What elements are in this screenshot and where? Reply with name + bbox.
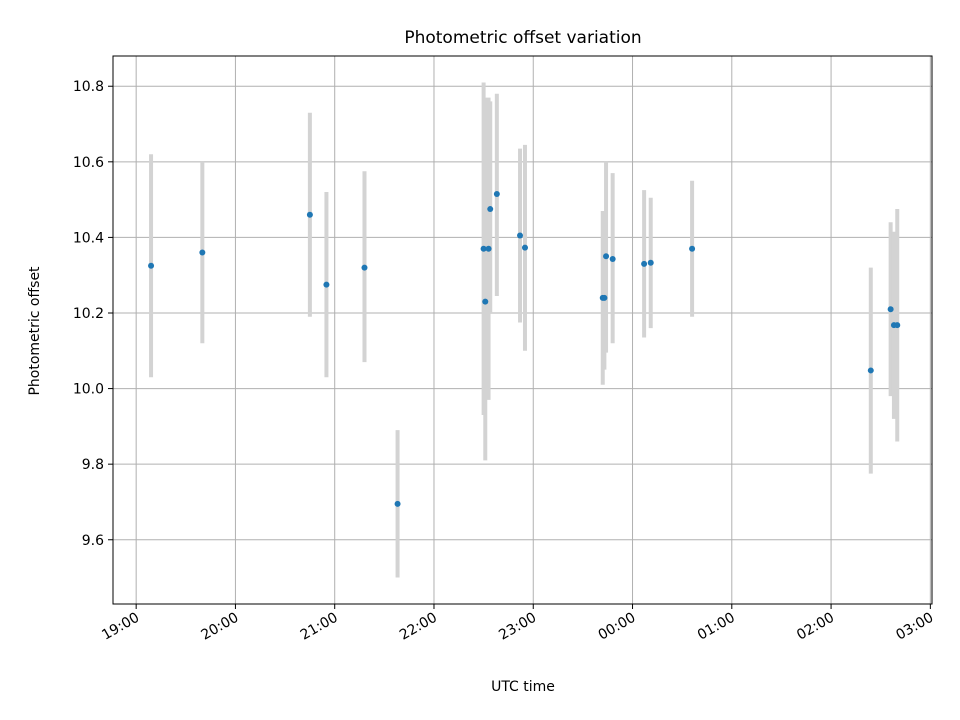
data-point <box>521 244 528 251</box>
data-point <box>609 255 616 262</box>
y-tick-label: 9.8 <box>82 457 104 473</box>
data-point <box>306 211 313 218</box>
y-tick-label: 10.4 <box>73 230 104 246</box>
y-tick-label: 10.6 <box>73 155 104 171</box>
x-axis-label: UTC time <box>491 679 555 695</box>
data-point <box>361 264 368 271</box>
y-axis-ticks: 9.6 9.8 10.0 10.2 10.4 10.6 10.8 <box>73 79 113 549</box>
data-point <box>487 206 494 213</box>
data-point <box>485 245 492 252</box>
y-tick-label: 9.6 <box>82 533 104 549</box>
data-point <box>647 259 654 266</box>
data-point <box>148 262 155 269</box>
y-tick-label: 10.8 <box>73 79 104 95</box>
data-point <box>601 294 608 301</box>
y-axis-label: Photometric offset <box>27 266 43 396</box>
grid <box>113 56 932 604</box>
data-point <box>603 253 610 260</box>
data-point <box>493 190 500 197</box>
data-point <box>394 500 401 507</box>
chart-title: Photometric offset variation <box>404 28 641 48</box>
data-point <box>887 306 894 313</box>
plot-area-frame <box>112 55 933 605</box>
data-point <box>641 260 648 267</box>
data-points <box>148 190 901 507</box>
y-tick-label: 10.2 <box>73 306 104 322</box>
data-point <box>894 322 901 329</box>
data-point <box>323 281 330 288</box>
data-point <box>517 232 524 239</box>
data-point <box>867 367 874 374</box>
y-tick-label: 10.0 <box>73 382 104 398</box>
data-point <box>689 245 696 252</box>
data-point <box>482 298 489 305</box>
data-point <box>199 249 206 256</box>
data-point <box>480 245 487 252</box>
